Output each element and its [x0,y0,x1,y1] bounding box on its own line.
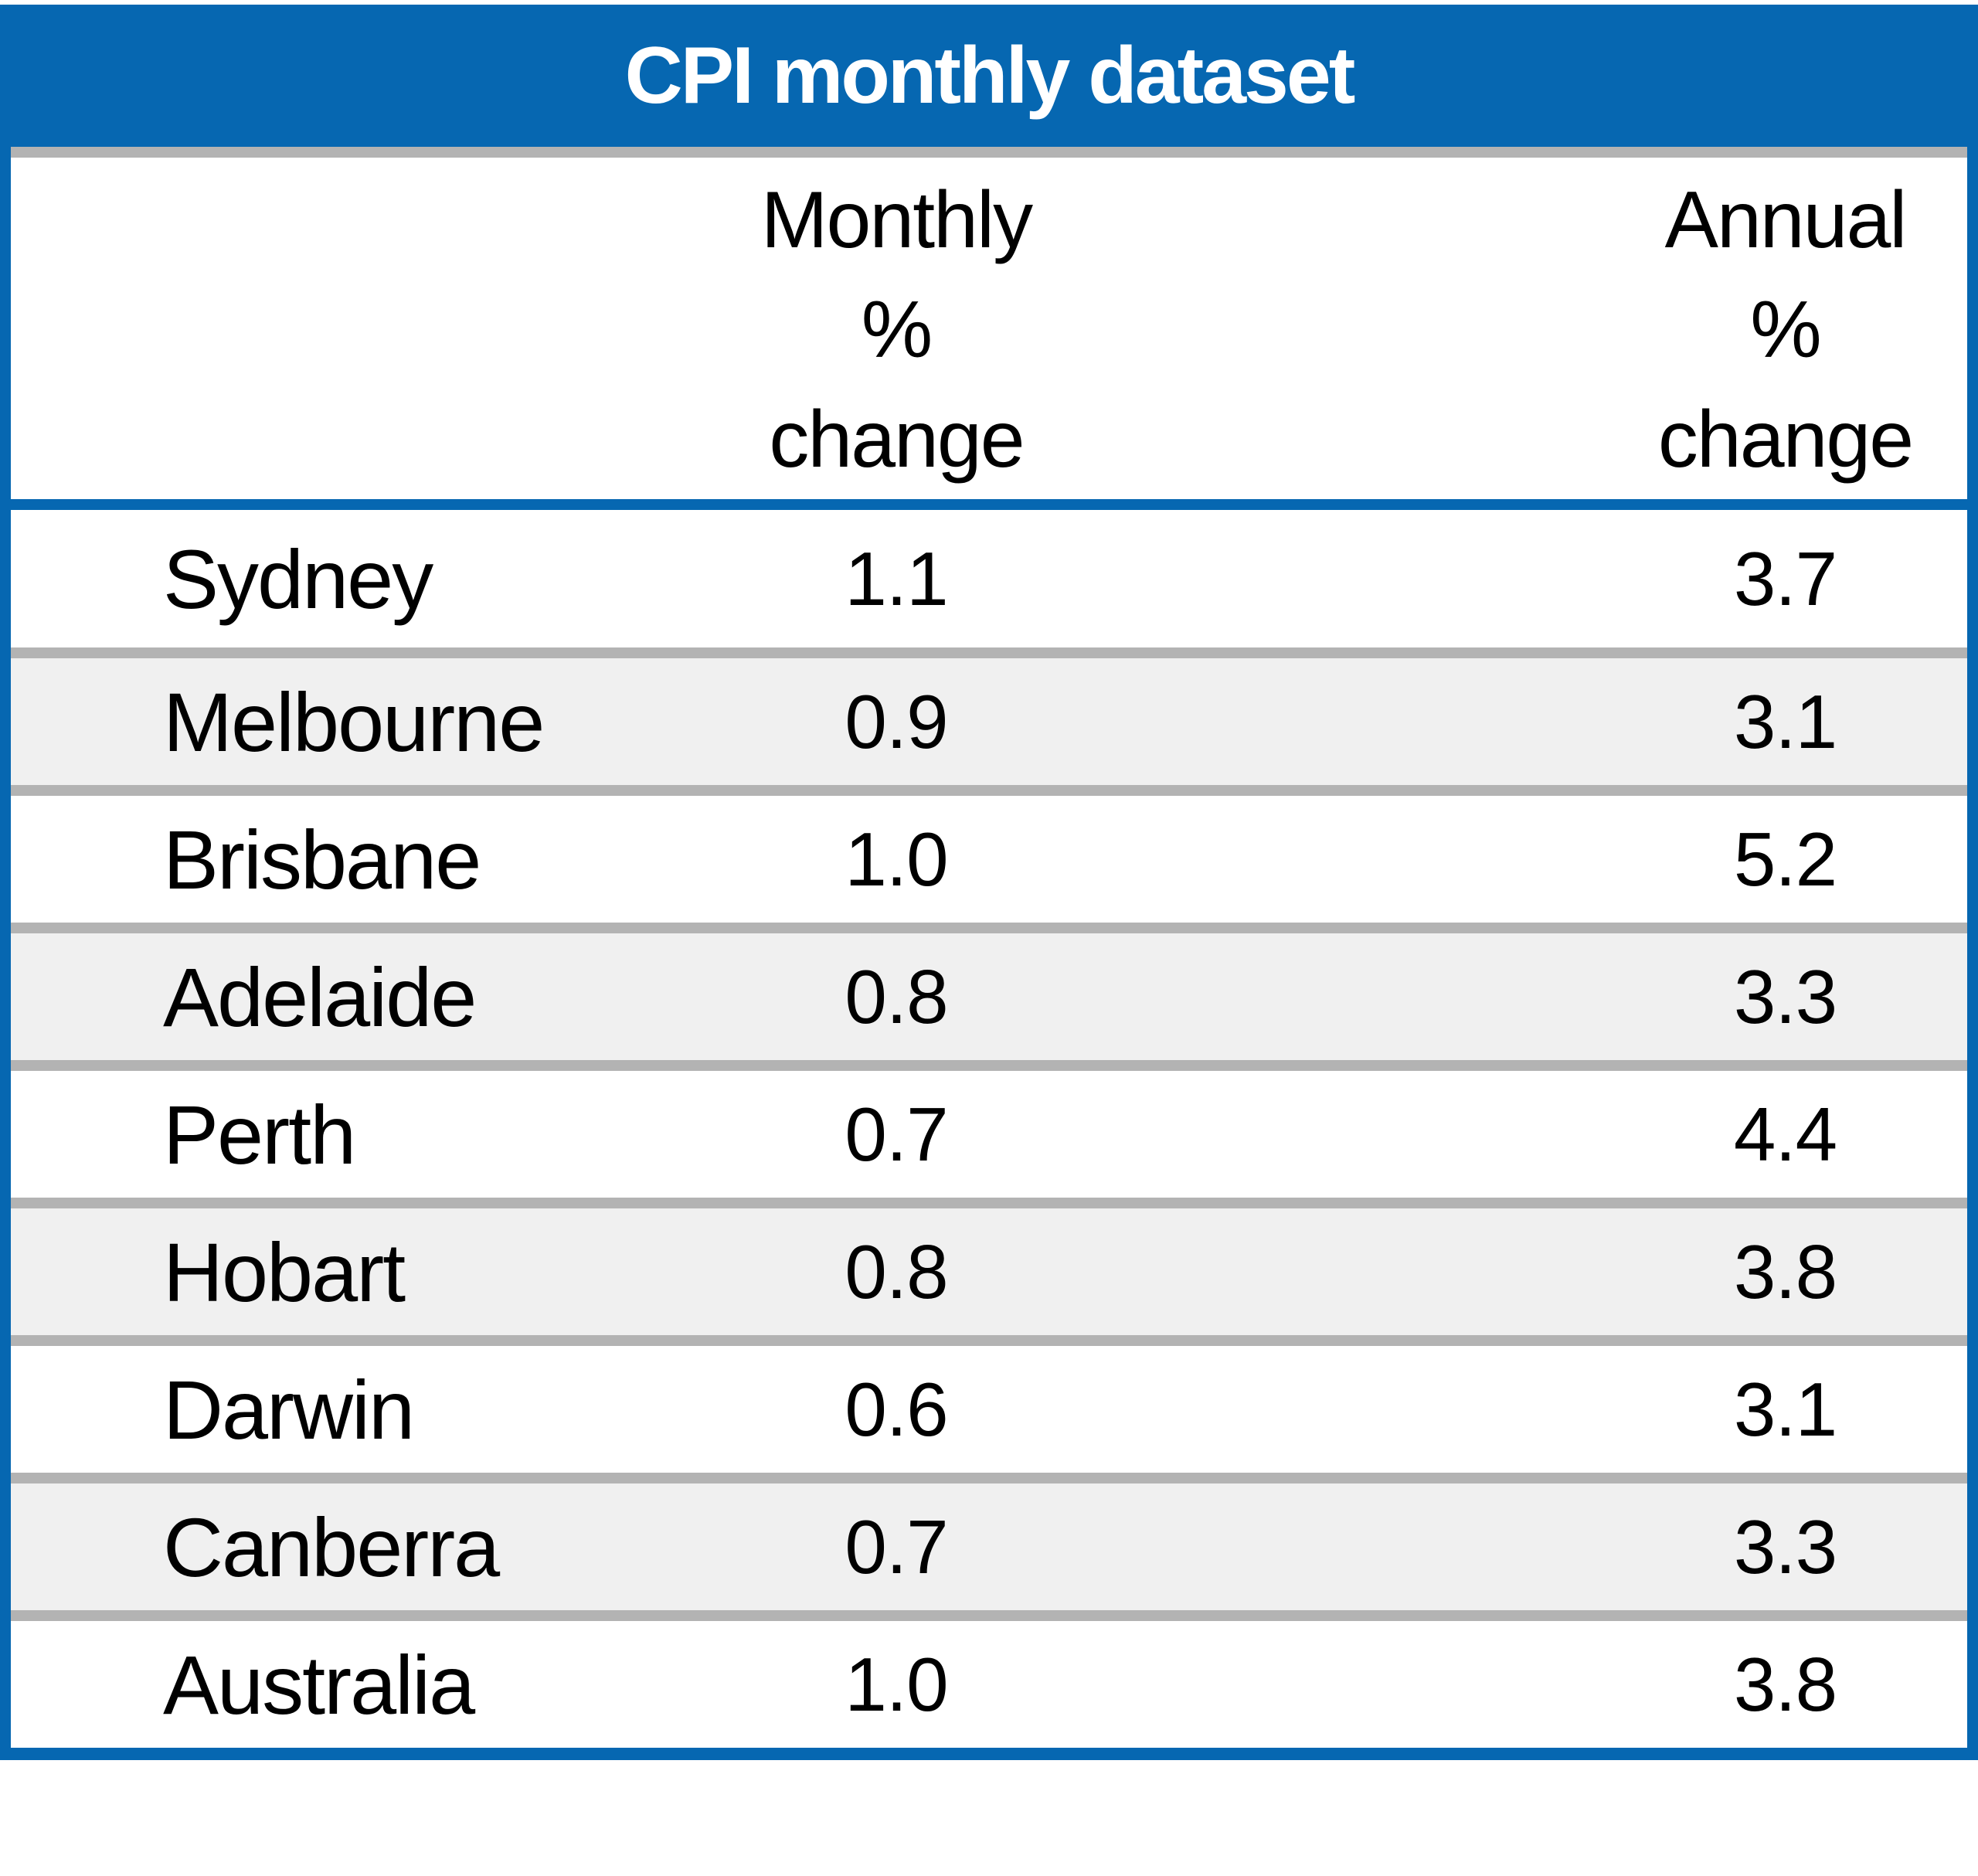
annual-value-cell: 4.4 [1733,1091,1837,1177]
annual-value-cell: 3.3 [1733,1504,1837,1589]
monthly-value-cell: 0.6 [845,1366,948,1452]
monthly-value-cell: 1.1 [845,535,948,621]
annual-value-cell: 3.7 [1733,535,1837,621]
annual-value-cell: 5.2 [1733,816,1837,902]
annual-value-cell: 3.8 [1733,1641,1837,1727]
table-row: Hobart 0.8 3.8 [11,1198,1967,1335]
table-row: Australia 1.0 3.8 [11,1610,1967,1748]
city-cell: Perth [163,1087,356,1181]
city-cell: Canberra [163,1500,500,1594]
city-cell: Melbourne [163,675,545,769]
table-row: Melbourne 0.9 3.1 [11,647,1967,785]
city-cell: Hobart [163,1225,406,1319]
col-header-monthly: Monthly % change [760,175,1033,484]
monthly-value-cell: 0.7 [845,1504,948,1589]
table-row: Adelaide 0.8 3.3 [11,923,1967,1060]
table-row: Brisbane 1.0 5.2 [11,785,1967,923]
header-spacer [1190,165,1603,499]
city-cell: Brisbane [163,812,481,906]
monthly-value-cell: 0.8 [845,1229,948,1314]
city-cell: Sydney [163,532,433,626]
annual-value-cell: 3.3 [1733,953,1837,1039]
annual-value-cell: 3.8 [1733,1229,1837,1314]
annual-value-cell: 3.1 [1733,1366,1837,1452]
monthly-value-cell: 0.7 [845,1091,948,1177]
city-cell: Darwin [163,1362,415,1456]
table-body: Sydney 1.1 3.7 Melbourne 0.9 3.1 Brisban… [11,510,1967,1748]
title-bar: CPI monthly dataset [11,5,1967,147]
monthly-value-cell: 1.0 [845,816,948,902]
monthly-value-cell: 0.9 [845,678,948,764]
city-cell: Australia [163,1637,475,1732]
monthly-value-cell: 1.0 [845,1641,948,1727]
col-header-annual: Annual % change [1657,175,1914,484]
table-row: Perth 0.7 4.4 [11,1060,1967,1198]
title-separator [11,147,1967,158]
monthly-value-cell: 0.8 [845,953,948,1039]
table-header-row: Monthly % change Annual % change [11,158,1967,499]
city-cell: Adelaide [163,950,477,1044]
header-underline [11,499,1967,510]
page-title: CPI monthly dataset [624,30,1356,121]
table-row: Darwin 0.6 3.1 [11,1335,1967,1473]
annual-value-cell: 3.1 [1733,678,1837,764]
col-header-city [11,165,603,499]
cpi-table: CPI monthly dataset Monthly % change Ann… [0,5,1978,1760]
table-row: Canberra 0.7 3.3 [11,1473,1967,1610]
table-row: Sydney 1.1 3.7 [11,510,1967,647]
